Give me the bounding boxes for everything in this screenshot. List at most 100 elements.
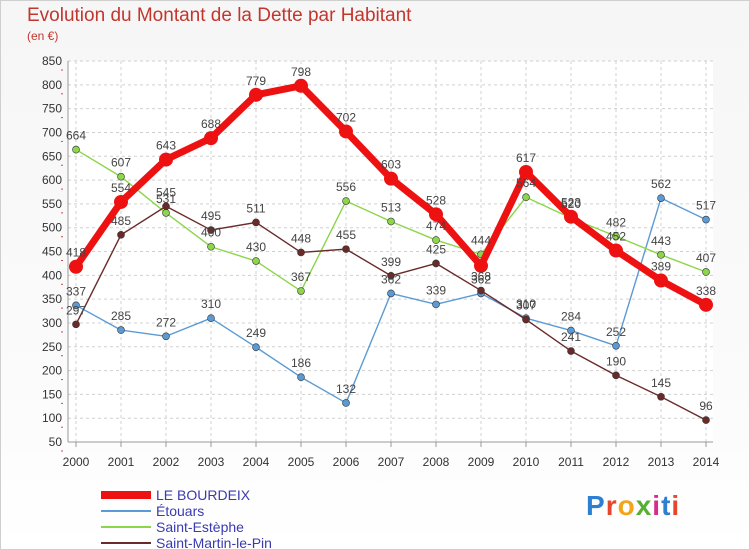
x-tick-label: 2006 <box>333 455 360 469</box>
data-label: 607 <box>111 156 131 170</box>
data-label: 495 <box>201 209 221 223</box>
data-label: 643 <box>156 139 176 153</box>
data-label: 482 <box>606 215 626 229</box>
data-label: 362 <box>471 272 491 286</box>
data-label: 545 <box>156 185 176 199</box>
data-label: 443 <box>651 234 671 248</box>
data-label: 272 <box>156 315 176 329</box>
y-tick-label: 750 <box>42 102 62 116</box>
y-tick-label: 100 <box>42 411 62 425</box>
data-point <box>159 152 173 167</box>
data-point <box>342 197 350 205</box>
y-tick-label: 300 <box>42 316 62 330</box>
y-tick-label: 450 <box>42 245 62 259</box>
data-label: 779 <box>246 74 266 88</box>
x-tick-label: 2005 <box>288 455 315 469</box>
data-label: 452 <box>606 230 626 244</box>
y-tick-label: 550 <box>42 197 62 211</box>
data-label: 688 <box>201 117 221 131</box>
data-label: 339 <box>426 283 446 297</box>
data-label: 338 <box>696 284 716 298</box>
x-tick-label: 2012 <box>603 455 630 469</box>
data-label: 474 <box>426 219 446 233</box>
data-point <box>567 347 575 355</box>
data-point <box>204 131 218 146</box>
data-label: 389 <box>651 260 671 274</box>
x-tick-label: 2009 <box>468 455 495 469</box>
data-point <box>162 209 170 217</box>
data-point <box>699 297 713 312</box>
y-tick-label: 50 <box>49 435 63 449</box>
logo-letter: x <box>635 490 653 521</box>
data-point <box>207 226 215 234</box>
data-point <box>564 209 578 224</box>
legend-label: LE BOURDEIX <box>156 487 251 503</box>
data-label: 186 <box>291 356 311 370</box>
data-point <box>252 343 260 352</box>
data-label: 407 <box>696 251 716 265</box>
data-label: 310 <box>201 297 221 311</box>
data-point <box>342 245 350 253</box>
data-point <box>339 124 353 139</box>
data-label: 513 <box>381 200 401 214</box>
logo-letter: P <box>586 490 606 521</box>
data-point <box>297 248 305 257</box>
data-label: 310 <box>516 297 536 311</box>
x-tick-label: 2001 <box>108 455 135 469</box>
data-label: 249 <box>246 326 266 340</box>
y-tick-label: 800 <box>42 78 62 92</box>
data-point <box>477 286 485 295</box>
y-tick-label: 350 <box>42 292 62 306</box>
data-point <box>72 320 80 329</box>
data-label: 554 <box>111 181 131 195</box>
data-point <box>522 193 530 202</box>
x-tick-label: 2003 <box>198 455 225 469</box>
legend-label: Saint-Estèphe <box>156 519 244 535</box>
legend-label: Étouars <box>156 503 204 519</box>
data-label: 517 <box>696 199 716 213</box>
y-tick-label: 150 <box>42 387 62 401</box>
data-point <box>657 251 665 259</box>
data-point <box>657 194 665 202</box>
y-tick-label: 250 <box>42 340 62 354</box>
plot-area <box>68 61 713 442</box>
data-label: 297 <box>66 303 86 317</box>
x-tick-label: 2008 <box>423 455 450 469</box>
y-tick-label: 700 <box>42 125 62 139</box>
x-tick-label: 2011 <box>558 455 584 469</box>
data-label: 528 <box>426 193 446 207</box>
logo-letter: r <box>605 490 618 521</box>
logo-letter: i <box>652 490 662 521</box>
data-label: 362 <box>381 272 401 286</box>
legend-label: Saint-Martin-le-Pin <box>156 535 272 549</box>
data-point <box>702 268 710 276</box>
data-label: 284 <box>561 310 581 324</box>
data-label: 190 <box>606 354 626 368</box>
data-point <box>432 236 440 244</box>
data-label: 241 <box>561 330 581 344</box>
data-label: 520 <box>561 197 581 211</box>
data-label: 145 <box>651 376 671 390</box>
data-point <box>387 271 395 280</box>
data-label: 430 <box>246 240 266 254</box>
data-label: 617 <box>516 151 536 165</box>
data-point <box>609 243 623 258</box>
logo-letter: o <box>617 490 636 521</box>
data-label: 523 <box>561 196 581 210</box>
y-tick-label: 400 <box>42 268 62 282</box>
data-label: 702 <box>336 110 356 124</box>
data-label: 562 <box>651 177 671 191</box>
y-tick-label: 200 <box>42 364 62 378</box>
x-tick-label: 2007 <box>378 455 405 469</box>
x-tick-label: 2013 <box>648 455 675 469</box>
proxiti-logo: Proxiti <box>586 490 680 522</box>
data-point <box>432 300 440 309</box>
data-point <box>612 341 620 350</box>
data-label: 448 <box>291 231 311 245</box>
data-point <box>252 218 260 227</box>
data-point <box>567 326 575 335</box>
y-tick-label: 500 <box>42 221 62 235</box>
data-point <box>249 87 263 102</box>
